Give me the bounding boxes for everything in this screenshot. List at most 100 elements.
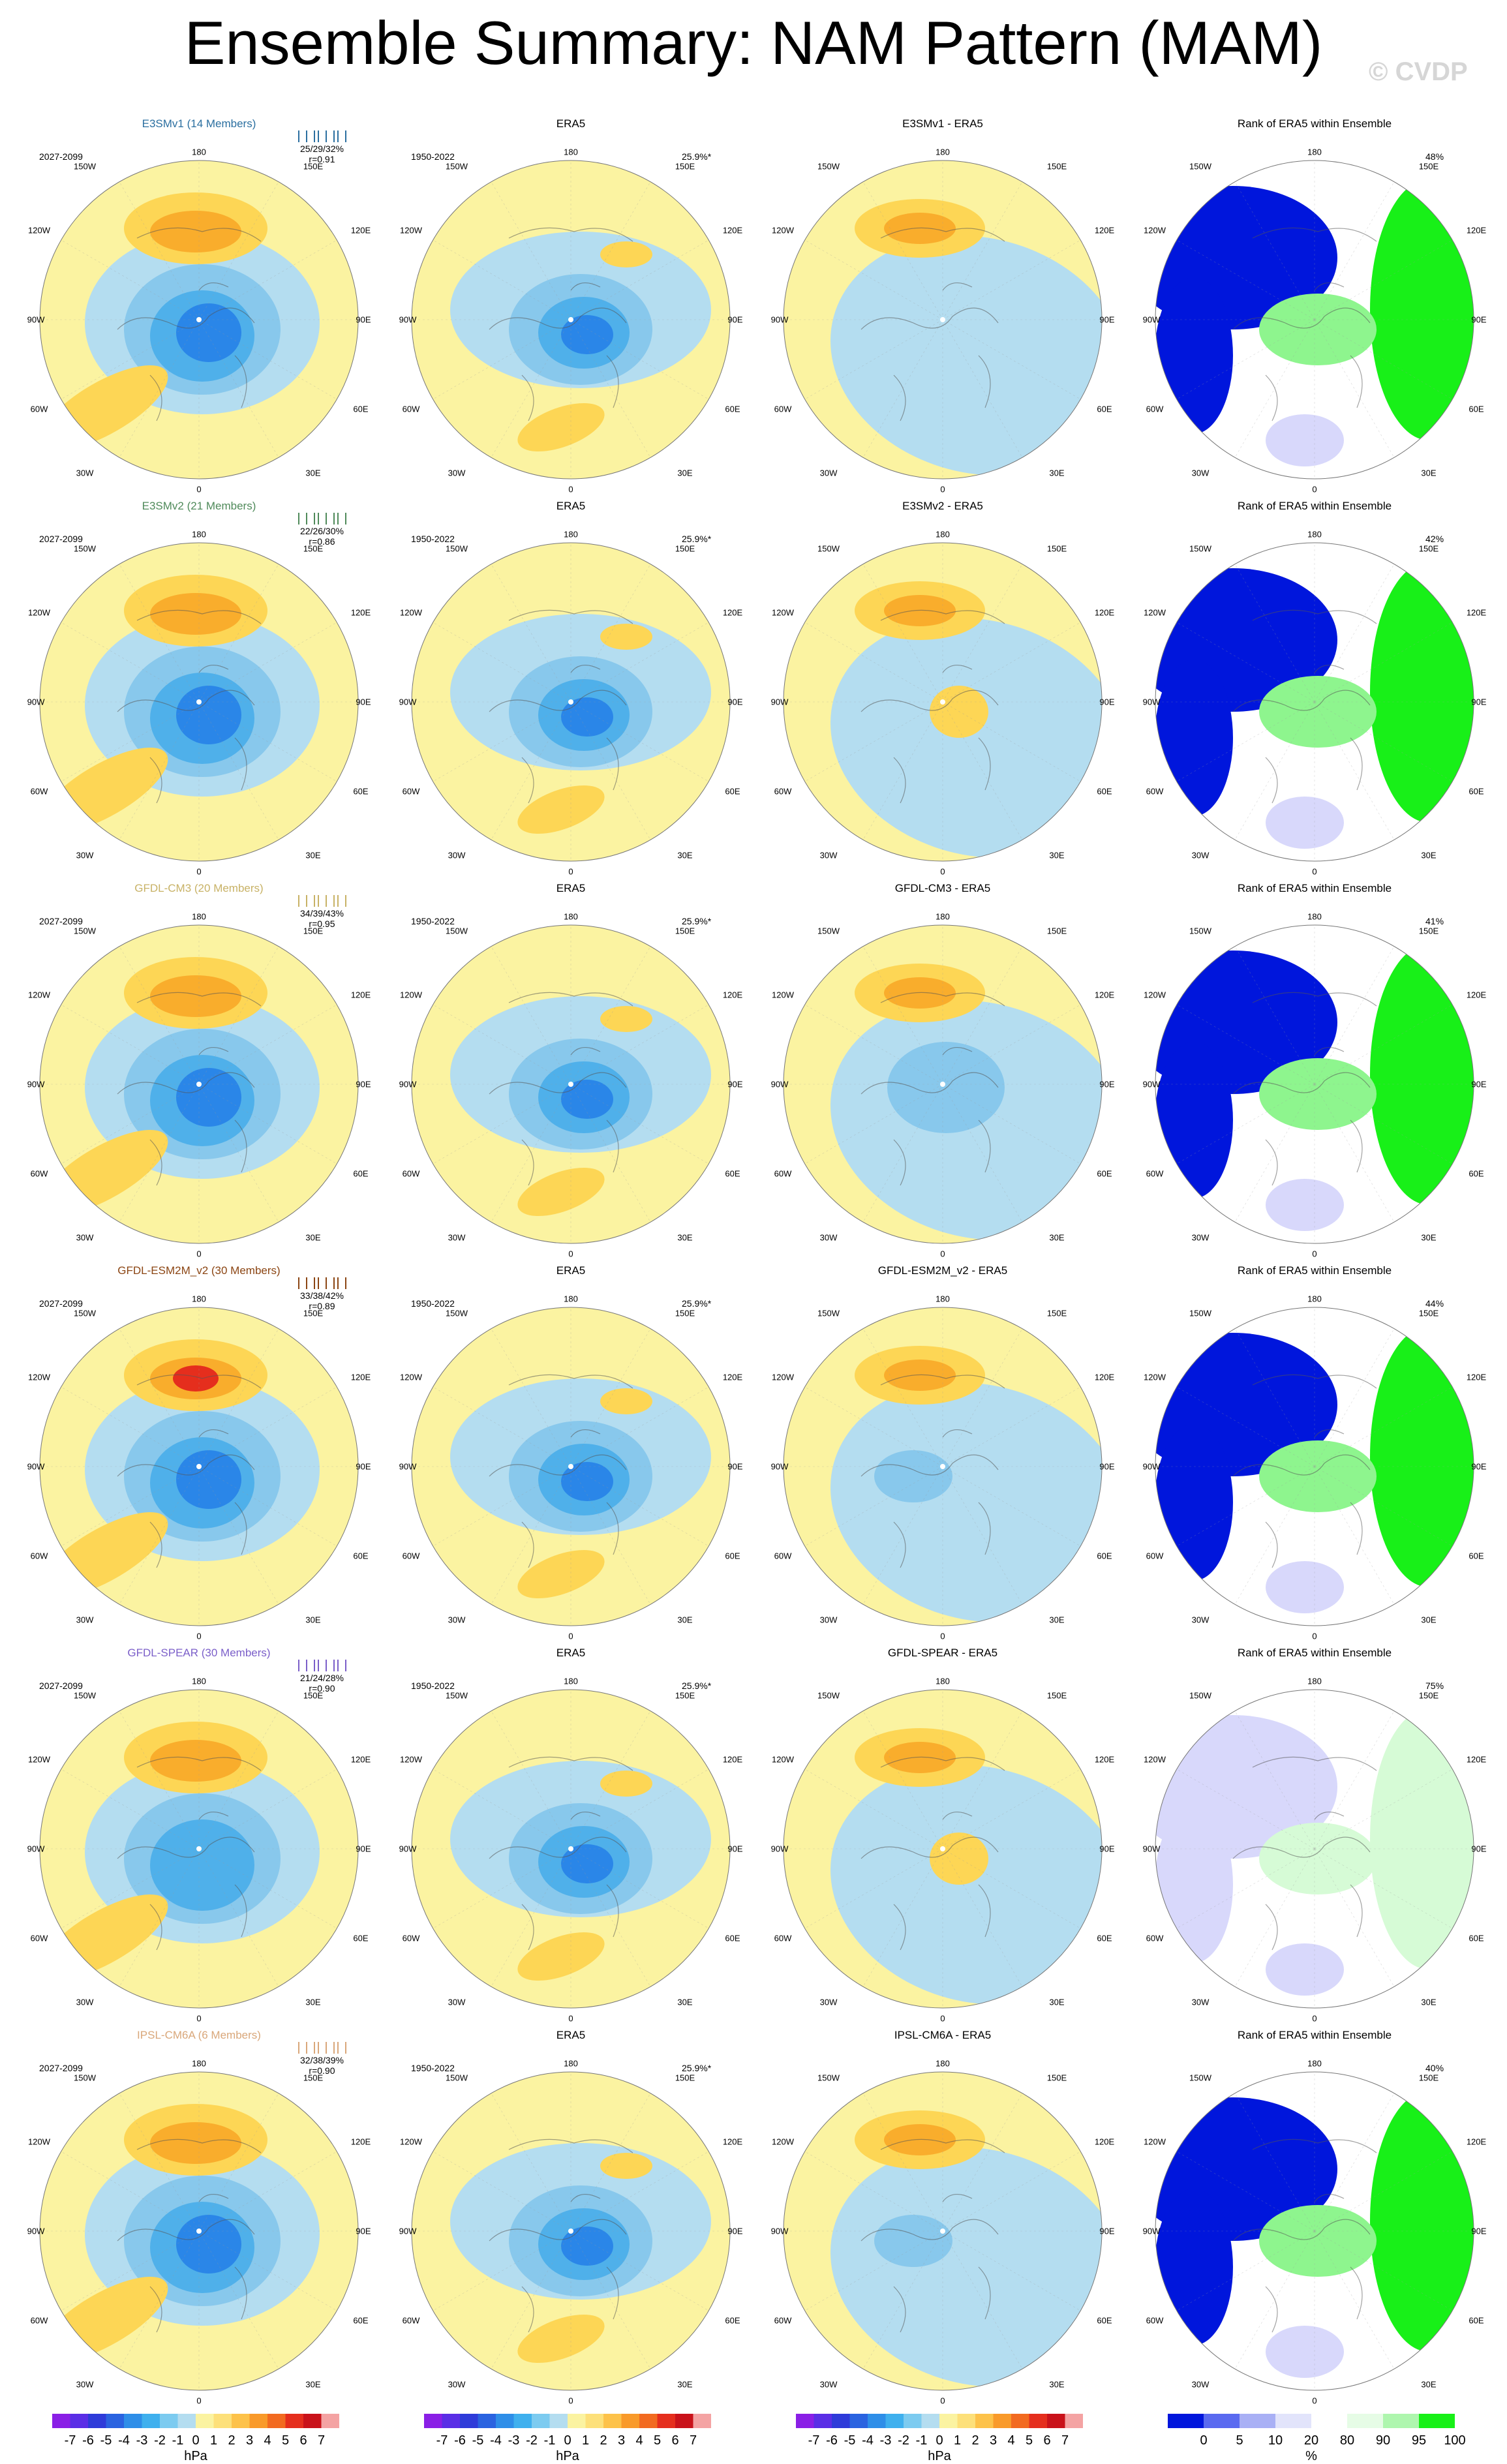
map-label-top-right: 150E bbox=[303, 1308, 324, 1318]
map-label-bottom-right: 30E bbox=[1049, 2379, 1065, 2390]
map-label-upper-right: 120E bbox=[1466, 990, 1487, 1000]
map-label-bottom: 0 bbox=[1312, 866, 1317, 877]
panel-title: Rank of ERA5 within Ensemble bbox=[1237, 500, 1392, 512]
obs-variance-pct: 25.9%* bbox=[682, 2063, 712, 2073]
pct-range: 21/24/28% bbox=[300, 1673, 344, 1683]
map-label-top-left: 150W bbox=[817, 1690, 840, 1701]
obs-variance-pct: 25.9%* bbox=[682, 1298, 712, 1309]
panel-title: GFDL-SPEAR (30 Members) bbox=[127, 1647, 271, 1659]
map-label-lower-left: 60W bbox=[30, 1168, 48, 1179]
polar-map bbox=[783, 542, 1103, 862]
map-outline bbox=[39, 160, 359, 479]
map-label-top-right: 150E bbox=[1046, 926, 1067, 936]
polar-map bbox=[411, 1689, 731, 2009]
map-label-lower-left: 60W bbox=[402, 2315, 420, 2326]
colorbar-tick-label: -6 bbox=[454, 2433, 466, 2448]
panel-title: ERA5 bbox=[556, 882, 586, 894]
map-label-upper-left: 120W bbox=[772, 607, 794, 618]
map-label-bottom: 0 bbox=[1312, 484, 1317, 494]
map-label-top-right: 150E bbox=[675, 1308, 695, 1318]
colorbar-swatch bbox=[321, 2414, 339, 2428]
positive-pacific-1 bbox=[600, 2153, 652, 2179]
panel-title: Rank of ERA5 within Ensemble bbox=[1237, 1264, 1392, 1277]
negative-core-3 bbox=[176, 686, 241, 744]
map-label-top-right: 150E bbox=[1046, 1308, 1067, 1318]
map-label-top-left: 150W bbox=[74, 1690, 96, 1701]
colorbar-swatch bbox=[921, 2414, 939, 2428]
polar-map bbox=[411, 2071, 731, 2391]
colorbar-tick-label: 0 bbox=[936, 2433, 943, 2448]
map-label-left: 90W bbox=[399, 2226, 417, 2236]
map-label-top-right: 150E bbox=[675, 1690, 695, 1701]
map-label-top-right: 150E bbox=[1046, 2073, 1067, 2083]
map-label-top-left: 150W bbox=[1189, 1690, 1211, 1701]
map-outline bbox=[783, 1689, 1103, 2009]
north-pole-marker bbox=[196, 1082, 202, 1087]
colorbar-swatch bbox=[52, 2414, 70, 2428]
map-label-lower-right: 60E bbox=[725, 1551, 740, 1561]
map-label-top: 180 bbox=[564, 1676, 578, 1686]
coastlines bbox=[1232, 1756, 1377, 1951]
map-label-top: 180 bbox=[1307, 2058, 1322, 2069]
coastlines bbox=[489, 2138, 633, 2333]
member-whiskers bbox=[298, 130, 346, 142]
colorbar-tick-label: 90 bbox=[1375, 2433, 1391, 2448]
map-label-lower-right: 60E bbox=[1097, 1551, 1112, 1561]
map-label-bottom: 0 bbox=[196, 2013, 202, 2024]
map-label-lower-left: 60W bbox=[1146, 1933, 1164, 1943]
map-label-lower-right: 60E bbox=[1469, 2315, 1484, 2326]
colorbar-tick-label: 5 bbox=[281, 2433, 290, 2448]
map-label-left: 90W bbox=[1142, 1079, 1161, 1089]
rank-panel-row-0: Rank of ERA5 within Ensemble 48% 180 150W 15… bbox=[1129, 117, 1500, 496]
colorbar-tick-label: 3 bbox=[617, 2433, 626, 2448]
map-label-top-left: 150W bbox=[817, 926, 840, 936]
obs-period-label: 1950-2022 bbox=[411, 1298, 455, 1309]
coastlines bbox=[489, 227, 633, 421]
map-label-upper-right: 120E bbox=[722, 225, 743, 236]
colorbar-swatch bbox=[675, 2414, 693, 2428]
polar-map bbox=[1155, 2071, 1474, 2391]
map-label-lower-right: 60E bbox=[353, 1551, 369, 1561]
colorbar-swatch bbox=[478, 2414, 496, 2428]
map-label-left: 90W bbox=[27, 2226, 45, 2236]
coastlines bbox=[1232, 2138, 1377, 2333]
map-label-upper-left: 120W bbox=[772, 990, 794, 1000]
colorbar-swatch bbox=[939, 2414, 958, 2428]
high-rank-center bbox=[1259, 1823, 1377, 1894]
coastlines bbox=[860, 1756, 1005, 1951]
map-label-top-right: 150E bbox=[1418, 2073, 1439, 2083]
map-label-right: 90E bbox=[727, 1079, 743, 1089]
map-label-right: 90E bbox=[356, 314, 371, 325]
map-label-bottom-left: 30W bbox=[448, 1232, 466, 1243]
map-label-lower-left: 60W bbox=[774, 1933, 792, 1943]
map-gridlines bbox=[784, 1307, 1102, 1626]
map-label-top-left: 150W bbox=[74, 543, 96, 554]
map-label-bottom-left: 30W bbox=[76, 468, 94, 478]
rank-pct: 48% bbox=[1425, 151, 1444, 162]
map-label-upper-left: 120W bbox=[28, 1754, 50, 1765]
map-label-upper-right: 120E bbox=[1466, 1372, 1487, 1382]
map-label-lower-right: 60E bbox=[1469, 404, 1484, 414]
map-label-top-left: 150W bbox=[446, 2073, 468, 2083]
polar-map bbox=[783, 2071, 1103, 2391]
map-label-upper-right: 120E bbox=[1466, 2137, 1487, 2147]
map-label-bottom-right: 30E bbox=[305, 2379, 321, 2390]
obs-period-label: 1950-2022 bbox=[411, 2063, 455, 2073]
obs-panel-row-4: ERA5 1950-2022 25.9%* 180 150W 150E 120W 120E 90… bbox=[385, 1647, 757, 2025]
map-label-bottom: 0 bbox=[196, 866, 202, 877]
map-label-right: 90E bbox=[1099, 2226, 1115, 2236]
map-label-lower-left: 60W bbox=[30, 404, 48, 414]
map-label-bottom-right: 30E bbox=[305, 1997, 321, 2007]
map-label-top-right: 150E bbox=[675, 543, 695, 554]
map-label-right: 90E bbox=[356, 1461, 371, 1472]
map-gridlines bbox=[40, 1690, 358, 2008]
north-pole-marker bbox=[568, 1082, 573, 1087]
map-label-top: 180 bbox=[564, 911, 578, 922]
colorbar-swatch bbox=[124, 2414, 142, 2428]
obs-variance-pct: 25.9%* bbox=[682, 1681, 712, 1691]
map-label-upper-left: 120W bbox=[400, 607, 422, 618]
map-label-right: 90E bbox=[1471, 1461, 1487, 1472]
colorbar-swatch bbox=[532, 2414, 550, 2428]
map-label-right: 90E bbox=[1099, 1844, 1115, 1854]
map-label-lower-left: 60W bbox=[1146, 1168, 1164, 1179]
